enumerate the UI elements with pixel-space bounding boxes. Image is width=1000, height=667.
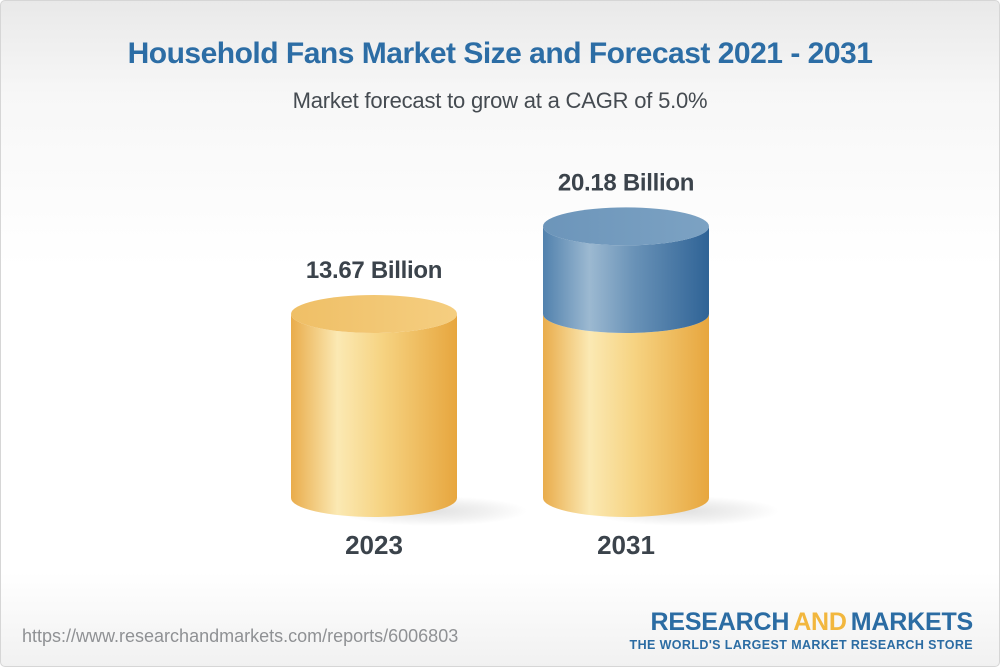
logo-word-research: RESEARCH <box>650 607 790 636</box>
bar-cylinders <box>291 207 709 517</box>
bar-2023-segment-gold <box>291 314 457 517</box>
bar-category-label-0: 2023 <box>345 530 403 560</box>
bar-2031-segment-blue <box>543 226 709 333</box>
bar-2031-segment-gold <box>543 314 709 517</box>
logo-word-markets: MARKETS <box>850 607 973 636</box>
bar-2023-top <box>291 295 457 334</box>
logo-wordmark: RESEARCH AND MARKETS <box>630 607 974 637</box>
bar-labels: 13.67 Billion 20.18 Billion 2023 2031 <box>306 169 694 560</box>
chart-subtitle: Market forecast to grow at a CAGR of 5.0… <box>292 88 708 113</box>
bar-value-label-0: 13.67 Billion <box>306 257 442 284</box>
bar-category-label-1: 2031 <box>597 530 655 560</box>
bar-2031-top <box>543 207 709 246</box>
logo-tagline: THE WORLD'S LARGEST MARKET RESEARCH STOR… <box>629 638 973 653</box>
report-url: https://www.researchandmarkets.com/repor… <box>22 626 459 646</box>
logo-word-and: AND <box>793 607 847 636</box>
research-and-markets-logo: RESEARCH AND MARKETS THE WORLD'S LARGEST M… <box>629 607 974 653</box>
chart-title: Household Fans Market Size and Forecast … <box>127 37 873 70</box>
bar-value-label-1: 20.18 Billion <box>558 169 694 196</box>
